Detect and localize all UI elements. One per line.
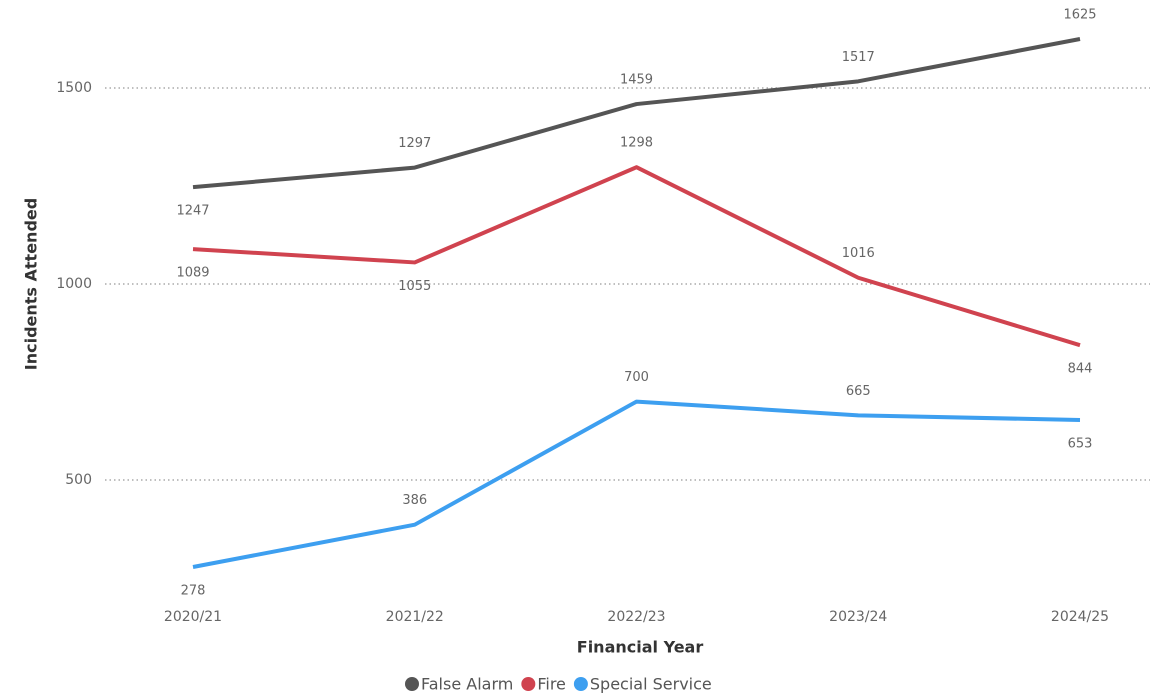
data-label: 1055 — [398, 279, 431, 294]
data-label: 1247 — [176, 204, 209, 219]
legend-label: False Alarm — [421, 675, 513, 694]
data-label: 665 — [846, 384, 871, 399]
data-label: 1297 — [398, 136, 431, 151]
legend-marker — [573, 677, 588, 691]
data-label: 278 — [181, 584, 206, 599]
y-tick-label: 1000 — [56, 276, 92, 292]
data-label: 386 — [402, 493, 427, 508]
x-tick-label: 2022/23 — [607, 609, 665, 625]
data-label: 1517 — [842, 50, 875, 65]
legend-label: Fire — [537, 675, 566, 694]
legend-marker — [405, 677, 419, 691]
series-line — [192, 399, 1081, 569]
data-label: 1089 — [176, 266, 209, 281]
y-tick-label: 1500 — [56, 80, 92, 96]
series-line — [192, 165, 1081, 348]
data-label: 1016 — [842, 246, 875, 261]
legend-label: Special Service — [590, 675, 712, 694]
data-label: 1298 — [620, 136, 653, 151]
legend-marker — [521, 677, 536, 691]
x-tick-label: 2021/22 — [386, 609, 444, 625]
y-tick-label: 500 — [65, 472, 92, 488]
series-line — [192, 37, 1081, 190]
data-label: 700 — [624, 370, 649, 385]
data-label: 844 — [1068, 362, 1093, 377]
y-axis-title: Incidents Attended — [22, 198, 41, 370]
data-label: 1459 — [620, 73, 653, 88]
x-axis-title: Financial Year — [577, 638, 704, 657]
x-tick-label: 2024/25 — [1051, 609, 1109, 625]
data-label: 653 — [1068, 437, 1093, 452]
x-tick-label: 2023/24 — [829, 609, 887, 625]
x-tick-label: 2020/21 — [164, 609, 222, 625]
data-label: 1625 — [1063, 8, 1096, 23]
